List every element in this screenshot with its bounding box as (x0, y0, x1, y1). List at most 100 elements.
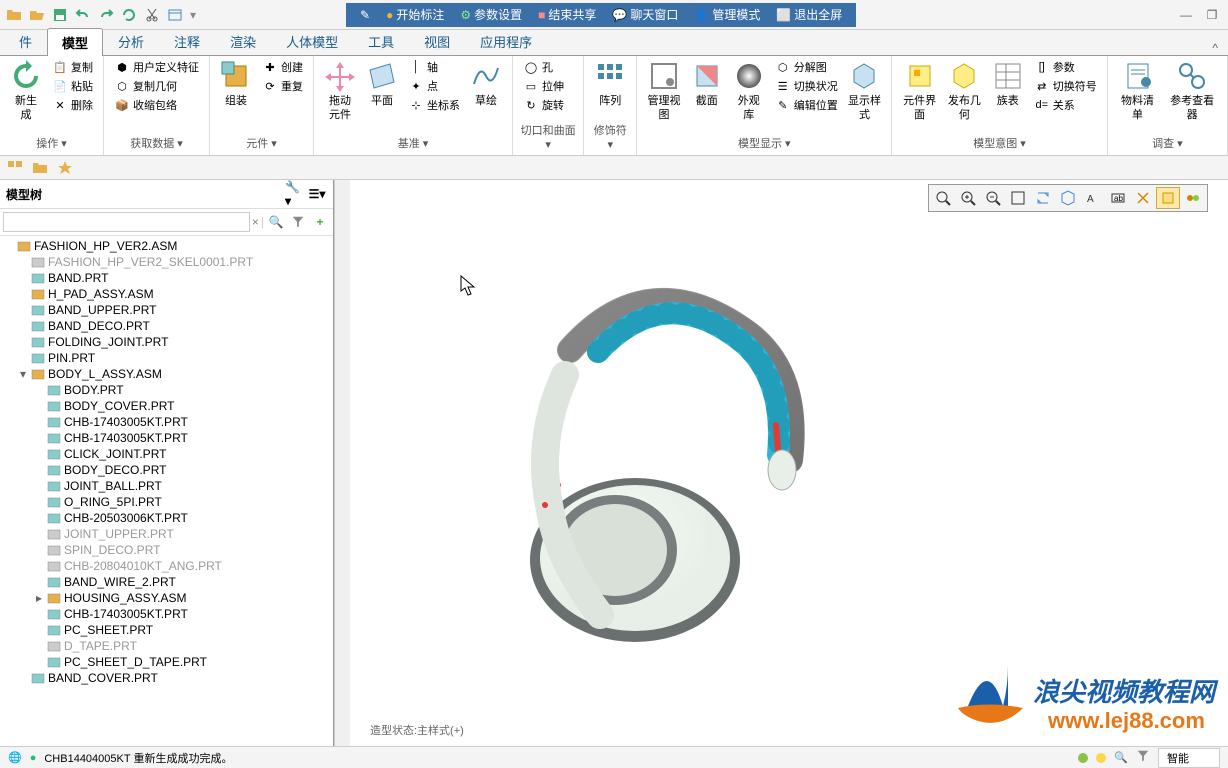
ribbon-group-模型意图[interactable]: 模型意图 ▾ (898, 133, 1101, 153)
tree-item[interactable]: D_TAPE.PRT (0, 638, 333, 654)
tree-item[interactable]: FASHION_HP_VER2.ASM (0, 238, 333, 254)
ribbon-group-操作[interactable]: 操作 ▾ (6, 133, 97, 153)
tree-settings-icon[interactable]: 🔧▾ (285, 184, 305, 204)
ribbon-分解图[interactable]: ⬡分解图 (771, 58, 842, 76)
qat-redo-icon[interactable] (96, 5, 116, 25)
ribbon-复制[interactable]: 📋复制 (48, 58, 97, 76)
ribbon-group-元件[interactable]: 元件 ▾ (216, 133, 307, 153)
ribbon-阵列[interactable]: 阵列 (590, 58, 630, 110)
ribbon-显示样式[interactable]: 显示样式 (844, 58, 885, 125)
bluebar-pencil-icon[interactable]: ✎ (354, 6, 376, 24)
ribbon-重复[interactable]: ⟳重复 (258, 77, 307, 95)
ribbon-参考查看器[interactable]: 参考查看器 (1163, 58, 1221, 125)
tree-item[interactable]: PC_SHEET.PRT (0, 622, 333, 638)
tab-annotate[interactable]: 注释 (159, 27, 215, 55)
tab-render[interactable]: 渲染 (215, 27, 271, 55)
ribbon-外观库[interactable]: 外观库 (729, 58, 769, 125)
vt-zoom-fit-icon[interactable] (931, 187, 955, 209)
status-find-icon[interactable]: 🔍 (1114, 751, 1128, 764)
tree-add-icon[interactable]: + (310, 212, 330, 232)
tree-filter-icon[interactable] (288, 212, 308, 232)
tab-model[interactable]: 模型 (47, 28, 103, 56)
ribbon-发布几何[interactable]: 发布几何 (943, 58, 986, 125)
vt-layers-icon[interactable]: A (1081, 187, 1105, 209)
ribbon-点[interactable]: ✦点 (404, 77, 464, 95)
ribbon-元件界面[interactable]: 元件界面 (898, 58, 941, 125)
ribbon-收缩包络[interactable]: 📦收缩包络 (110, 96, 203, 114)
tree-item[interactable]: BAND_DECO.PRT (0, 318, 333, 334)
vt-annot-icon[interactable]: ab (1106, 187, 1130, 209)
tree-item[interactable]: PIN.PRT (0, 350, 333, 366)
tab-analysis[interactable]: 分析 (103, 27, 159, 55)
vt-spin-icon[interactable] (1031, 187, 1055, 209)
tree-item[interactable]: JOINT_BALL.PRT (0, 478, 333, 494)
status-smart-label[interactable]: 智能 (1158, 748, 1220, 768)
tree-item[interactable]: ▸HOUSING_ASSY.ASM (0, 590, 333, 606)
tree-item[interactable]: CHB-17403005KT.PRT (0, 414, 333, 430)
qat-window-icon[interactable] (165, 5, 185, 25)
bluebar-start-annotation[interactable]: ●开始标注 (380, 4, 450, 25)
vt-datum-icon[interactable] (1131, 187, 1155, 209)
tree-item[interactable]: BAND_COVER.PRT (0, 670, 333, 686)
tree-item[interactable]: BAND_WIRE_2.PRT (0, 574, 333, 590)
ribbon-collapse-icon[interactable]: ^ (1212, 41, 1218, 55)
tab-apps[interactable]: 应用程序 (465, 27, 547, 55)
tree-item[interactable]: PC_SHEET_D_TAPE.PRT (0, 654, 333, 670)
ribbon-平面[interactable]: 平面 (362, 58, 402, 110)
ribbon-管理视图[interactable]: 管理视图 (643, 58, 684, 125)
ribbon-关系[interactable]: d=关系 (1030, 96, 1101, 114)
tree-item[interactable]: FASHION_HP_VER2_SKEL0001.PRT (0, 254, 333, 270)
tree-item[interactable]: CHB-20804010KT_ANG.PRT (0, 558, 333, 574)
tree-item[interactable]: BAND_UPPER.PRT (0, 302, 333, 318)
vt-zoom-in-icon[interactable] (956, 187, 980, 209)
tree-item[interactable]: BODY.PRT (0, 382, 333, 398)
qat-cut-icon[interactable] (142, 5, 162, 25)
viewport[interactable]: A ab 造型状态:主样式(+) 浪尖视频教程网 www.lej88.com (350, 180, 1228, 746)
tree-item[interactable]: ▾BODY_L_ASSY.ASM (0, 366, 333, 382)
ribbon-group-调查[interactable]: 调查 ▾ (1114, 133, 1221, 153)
tree-item[interactable]: CHB-17403005KT.PRT (0, 606, 333, 622)
tree-item[interactable]: H_PAD_ASSY.ASM (0, 286, 333, 302)
ribbon-group-获取数据[interactable]: 获取数据 ▾ (110, 133, 203, 153)
tree-search-clear-icon[interactable]: × (252, 215, 259, 229)
tab-file[interactable]: 件 (4, 27, 47, 55)
ribbon-用户定义特征[interactable]: ⬢用户定义特征 (110, 58, 203, 76)
tree-item[interactable]: FOLDING_JOINT.PRT (0, 334, 333, 350)
ribbon-新生成[interactable]: 新生成 (6, 58, 46, 125)
vt-refit-icon[interactable] (1006, 187, 1030, 209)
ribbon-族表[interactable]: 族表 (988, 58, 1028, 110)
vt-shading-icon[interactable] (1156, 187, 1180, 209)
ribbon-group-修饰符[interactable]: 修饰符 ▾ (590, 120, 630, 153)
tree-item[interactable]: BODY_COVER.PRT (0, 398, 333, 414)
ribbon-拉伸[interactable]: ▭拉伸 (519, 77, 568, 95)
maximize-icon[interactable]: ❐ (1200, 8, 1224, 22)
tree-item[interactable]: CLICK_JOINT.PRT (0, 446, 333, 462)
tree-find-icon[interactable]: 🔍 (266, 212, 286, 232)
tree-search-input[interactable] (3, 212, 250, 232)
qat-dropdown-icon[interactable]: ▾ (190, 8, 196, 22)
ribbon-草绘[interactable]: 草绘 (466, 58, 506, 110)
tab-view[interactable]: 视图 (409, 27, 465, 55)
ribbon-轴[interactable]: │轴 (404, 58, 464, 76)
ribbon-创建[interactable]: ✚创建 (258, 58, 307, 76)
qat-refresh-icon[interactable] (119, 5, 139, 25)
tree-item[interactable]: JOINT_UPPER.PRT (0, 526, 333, 542)
tab-tools[interactable]: 工具 (353, 27, 409, 55)
ribbon-复制几何[interactable]: ⬡复制几何 (110, 77, 203, 95)
ribbon-切换符号[interactable]: ⇄切换符号 (1030, 77, 1101, 95)
tree-scrollbar[interactable] (334, 180, 350, 746)
bluebar-admin-mode[interactable]: 👤管理模式 (688, 4, 766, 25)
bluebar-exit-fullscreen[interactable]: ⬜退出全屏 (770, 4, 848, 25)
status-sel-filter-icon[interactable] (1136, 749, 1150, 766)
ribbon-group-基准[interactable]: 基准 ▾ (320, 133, 506, 153)
bluebar-chat-window[interactable]: 💬聊天窗口 (606, 4, 684, 25)
qat-folder-icon[interactable] (4, 5, 24, 25)
ribbon-拖动元件[interactable]: 拖动元件 (320, 58, 360, 125)
qat-undo-icon[interactable] (73, 5, 93, 25)
ribbon-组装[interactable]: 组装 (216, 58, 256, 110)
minimize-icon[interactable]: — (1174, 8, 1198, 22)
bluebar-param-settings[interactable]: ⚙参数设置 (454, 4, 528, 25)
vt-zoom-out-icon[interactable] (981, 187, 1005, 209)
tree-show-icon[interactable]: ☰▾ (307, 184, 327, 204)
ribbon-group-模型显示[interactable]: 模型显示 ▾ (643, 133, 885, 153)
